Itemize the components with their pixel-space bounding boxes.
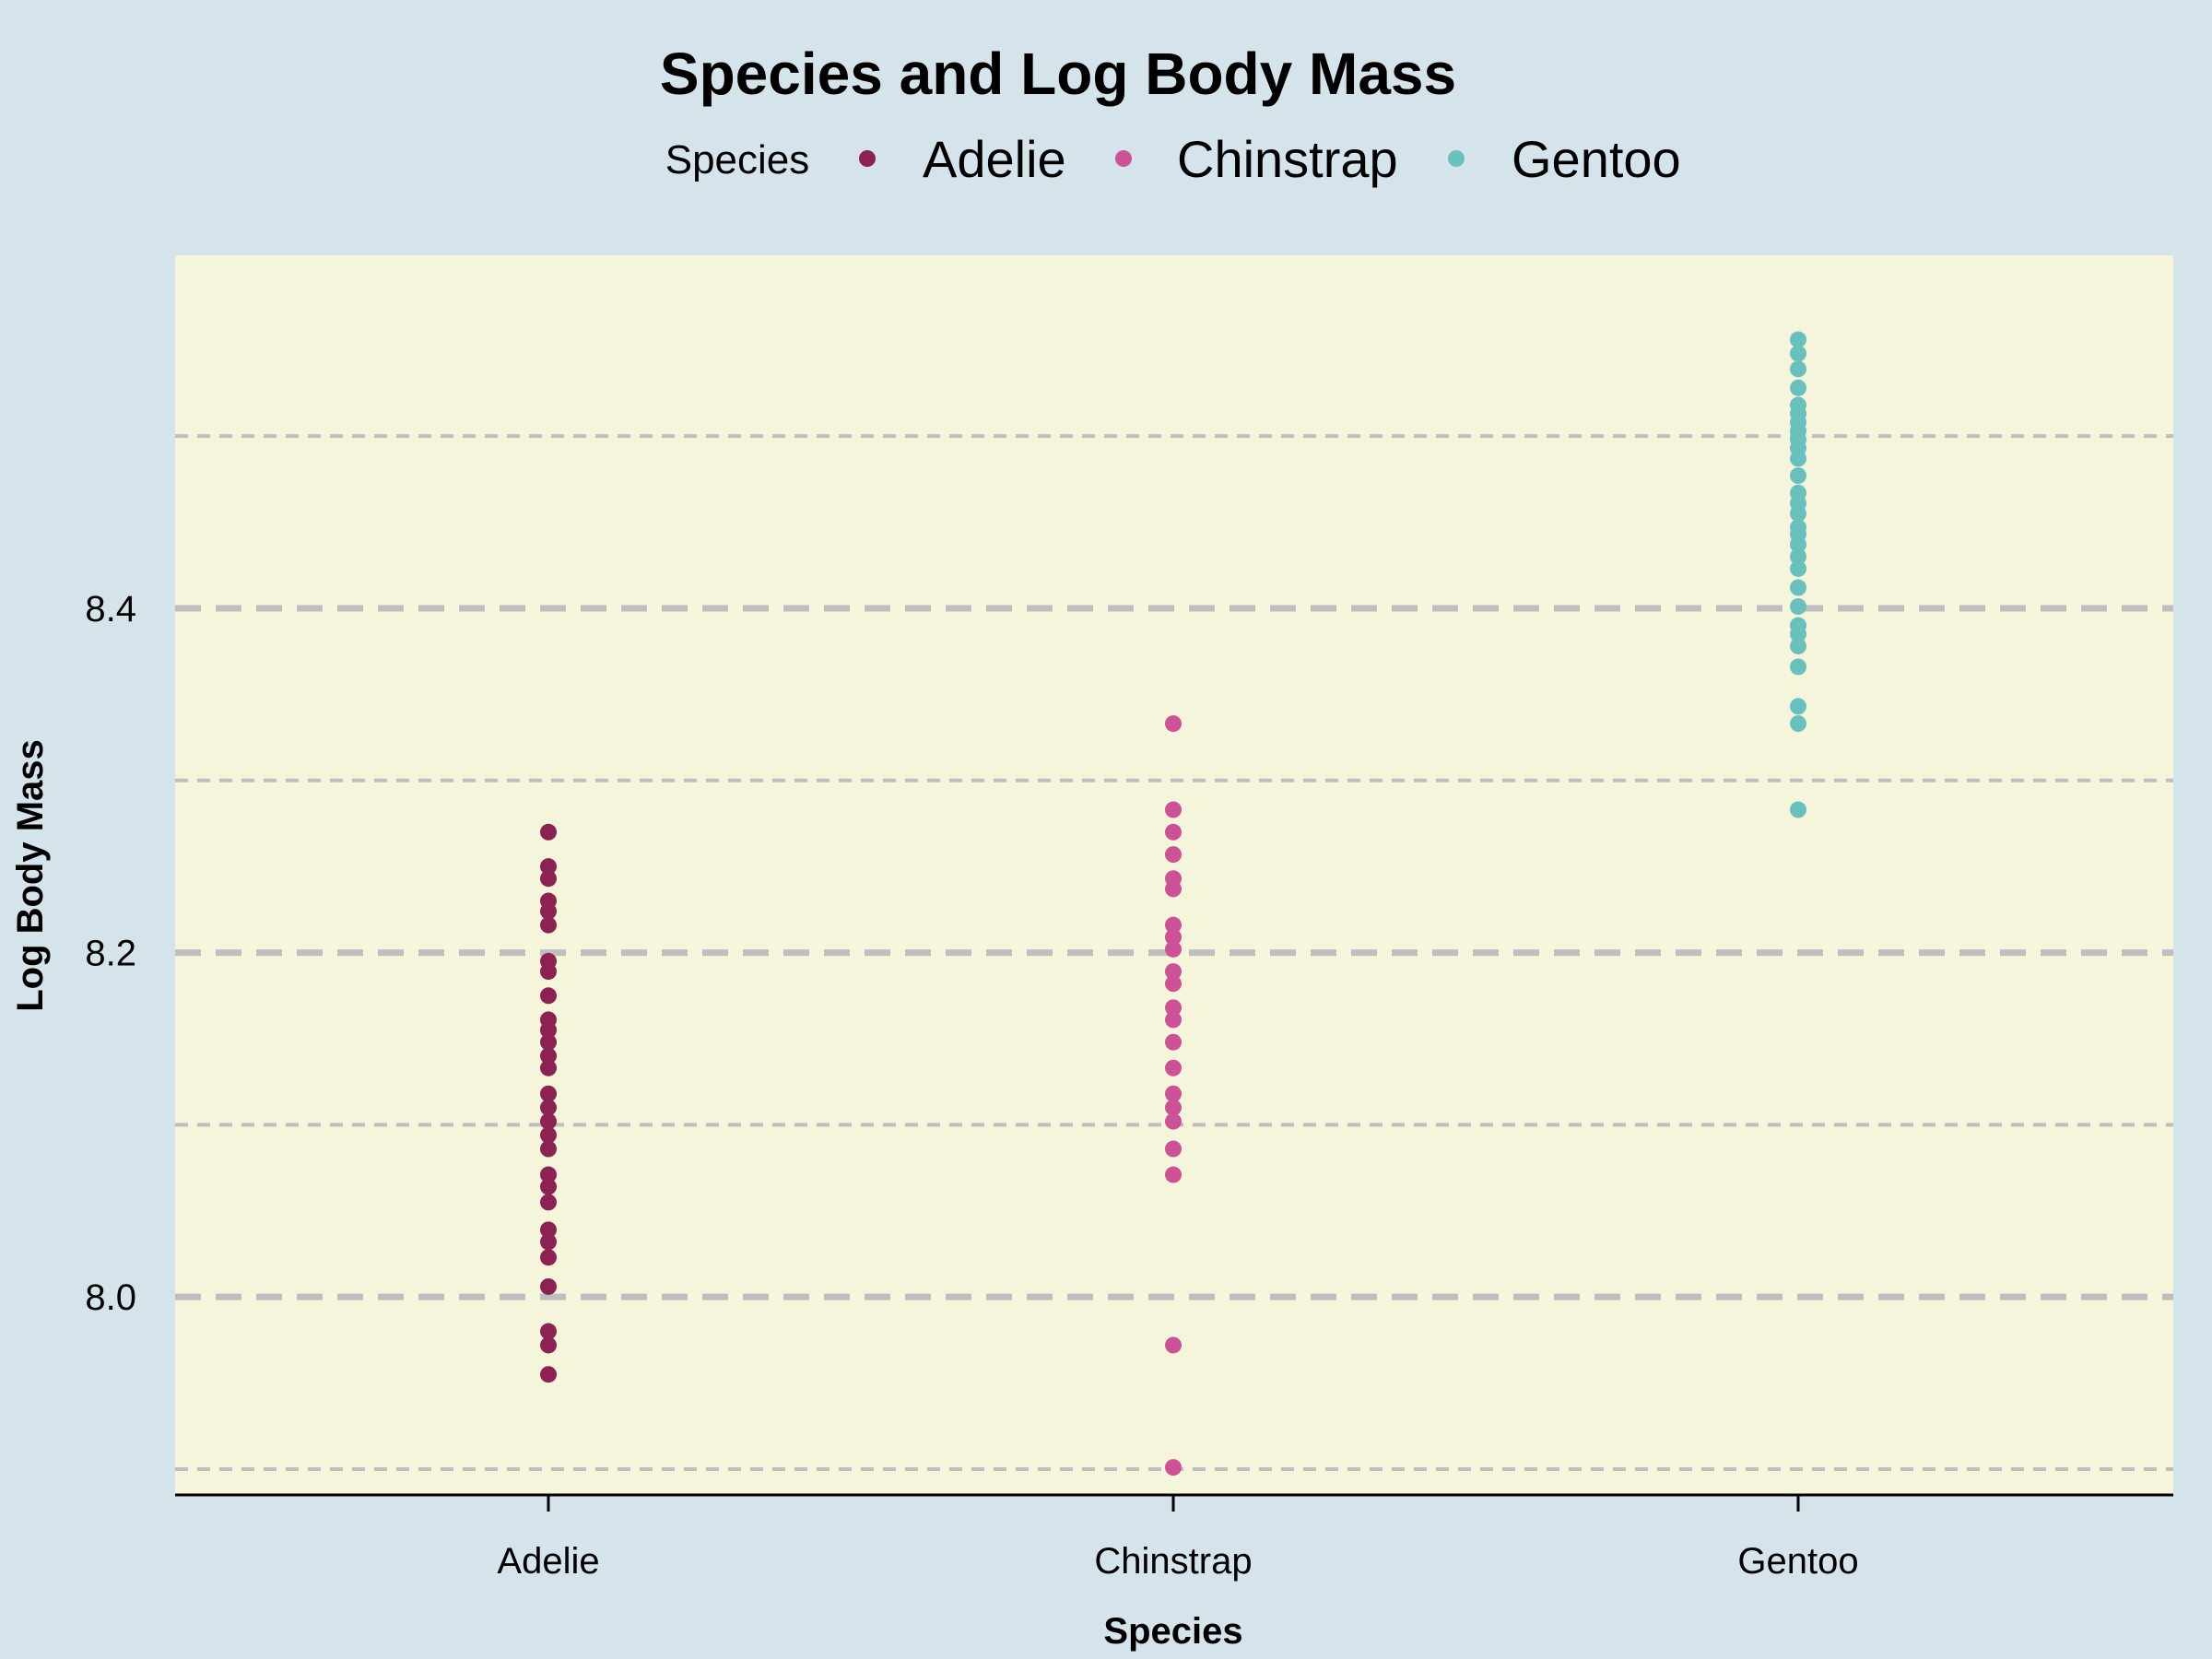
legend-title: Species — [665, 137, 810, 182]
data-point-chinstrap — [1165, 1336, 1182, 1354]
data-point-chinstrap — [1165, 823, 1182, 841]
data-point-chinstrap — [1165, 999, 1182, 1017]
chart-title: Species and Log Body Mass — [660, 41, 1456, 107]
x-axis-title: Species — [1103, 1611, 1242, 1652]
data-point-chinstrap — [1165, 928, 1182, 946]
data-point-adelie — [540, 1323, 557, 1340]
data-point-chinstrap — [1165, 1099, 1182, 1116]
legend-key-gentoo — [1448, 150, 1465, 167]
data-point-chinstrap — [1165, 1033, 1182, 1051]
data-point-chinstrap — [1165, 1059, 1182, 1077]
data-point-adelie — [540, 1366, 557, 1383]
data-point-adelie — [540, 987, 557, 1005]
data-point-adelie — [540, 1126, 557, 1144]
data-point-adelie — [540, 1047, 557, 1065]
data-point-gentoo — [1790, 467, 1806, 485]
data-point-adelie — [540, 1277, 557, 1295]
data-point-adelie — [540, 952, 557, 970]
data-point-chinstrap — [1165, 870, 1182, 888]
data-point-adelie — [540, 1085, 557, 1102]
legend-key-adelie — [859, 150, 876, 167]
data-point-chinstrap — [1165, 1166, 1182, 1183]
data-point-gentoo — [1790, 559, 1806, 577]
x-tick-label: Adelie — [497, 1541, 599, 1582]
data-point-chinstrap — [1165, 846, 1182, 864]
data-point-adelie — [540, 916, 557, 934]
data-point-adelie — [540, 1059, 557, 1077]
data-point-chinstrap — [1165, 1459, 1182, 1477]
data-point-gentoo — [1790, 331, 1806, 348]
data-point-chinstrap — [1165, 916, 1182, 934]
legend-label-adelie: Adelie — [923, 130, 1066, 188]
data-point-adelie — [540, 1140, 557, 1158]
data-point-gentoo — [1790, 598, 1806, 616]
data-point-adelie — [540, 1178, 557, 1195]
data-point-chinstrap — [1165, 1011, 1182, 1029]
data-point-adelie — [540, 1166, 557, 1183]
data-point-chinstrap — [1165, 801, 1182, 818]
data-point-gentoo — [1790, 379, 1806, 396]
data-point-gentoo — [1790, 715, 1806, 733]
data-point-chinstrap — [1165, 963, 1182, 981]
x-tick-label: Chinstrap — [1094, 1541, 1252, 1582]
data-point-chinstrap — [1165, 1085, 1182, 1102]
data-point-adelie — [540, 1033, 557, 1051]
data-point-adelie — [540, 858, 557, 876]
data-point-chinstrap — [1165, 1140, 1182, 1158]
legend-key-chinstrap — [1115, 150, 1132, 167]
data-point-adelie — [540, 1336, 557, 1354]
data-point-gentoo — [1790, 519, 1806, 536]
data-point-gentoo — [1790, 579, 1806, 596]
data-point-gentoo — [1790, 658, 1806, 676]
data-point-adelie — [540, 823, 557, 841]
data-point-adelie — [540, 870, 557, 888]
x-tick-label: Gentoo — [1737, 1541, 1858, 1582]
data-point-gentoo — [1790, 698, 1806, 715]
data-point-adelie — [540, 1233, 557, 1251]
data-point-chinstrap — [1165, 975, 1182, 993]
y-tick-label: 8.4 — [85, 589, 136, 629]
data-point-adelie — [540, 1011, 557, 1029]
plot-area: Adelie Chinstrap Gentoo 8.0 8.2 8.4 — [85, 255, 2173, 1582]
legend: Species Adelie Chinstrap Gentoo — [665, 130, 1681, 188]
data-point-adelie — [540, 892, 557, 910]
data-point-adelie — [540, 1099, 557, 1116]
legend-label-gentoo: Gentoo — [1512, 130, 1681, 188]
y-tick-label: 8.0 — [85, 1277, 136, 1318]
data-point-adelie — [540, 1249, 557, 1266]
data-point-gentoo — [1790, 801, 1806, 818]
data-point-gentoo — [1790, 617, 1806, 634]
data-point-chinstrap — [1165, 1112, 1182, 1130]
data-point-chinstrap — [1165, 715, 1182, 733]
data-point-chinstrap — [1165, 940, 1182, 958]
data-point-adelie — [540, 1194, 557, 1211]
data-point-gentoo — [1790, 396, 1806, 414]
data-point-adelie — [540, 1112, 557, 1130]
y-axis-title: Log Body Mass — [10, 739, 51, 1012]
data-point-gentoo — [1790, 345, 1806, 362]
data-point-adelie — [540, 1221, 557, 1239]
data-point-gentoo — [1790, 484, 1806, 501]
data-point-gentoo — [1790, 638, 1806, 655]
data-point-gentoo — [1790, 360, 1806, 378]
data-point-gentoo — [1790, 547, 1806, 565]
legend-label-chinstrap: Chinstrap — [1177, 130, 1398, 188]
y-tick-label: 8.2 — [85, 934, 136, 974]
